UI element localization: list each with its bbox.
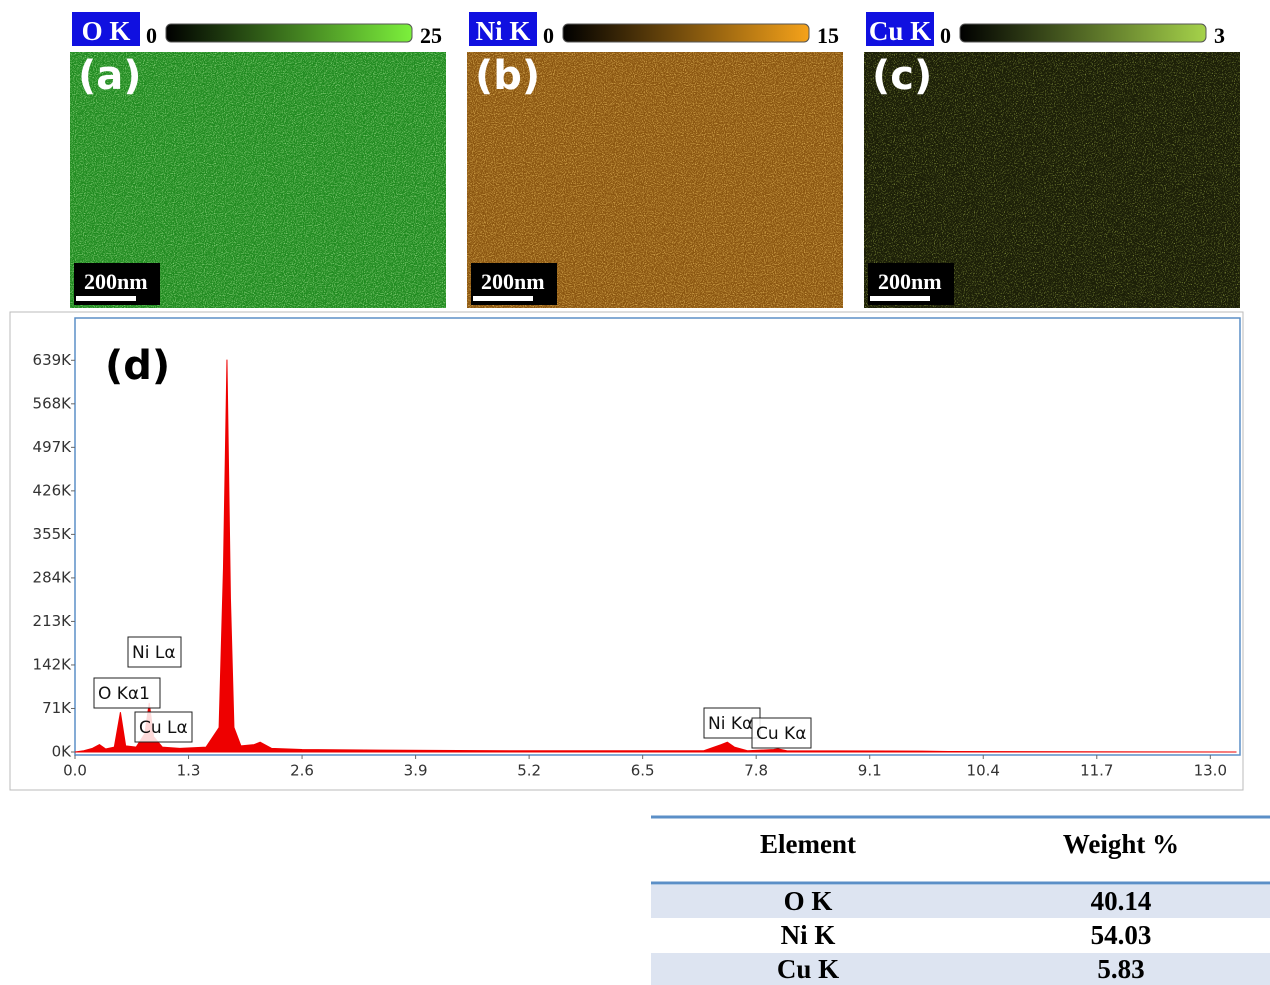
y-tick-label: 284K	[33, 568, 73, 586]
y-tick-label: 568K	[33, 394, 73, 412]
annotation: Ni Kα	[708, 714, 753, 734]
annotation: Cu Kα	[756, 724, 806, 744]
table-cell: 40.14	[1091, 886, 1152, 916]
colorbar-min: 0	[146, 23, 157, 48]
x-tick-label: 5.2	[517, 762, 541, 780]
table-cell: 5.83	[1097, 954, 1144, 984]
y-tick-label: 639K	[33, 351, 73, 369]
colorbar	[960, 24, 1206, 42]
x-tick-label: 2.6	[290, 762, 314, 780]
table-cell: 54.03	[1091, 920, 1152, 950]
table-cell: Cu K	[777, 954, 839, 984]
x-tick-label: 9.1	[858, 762, 882, 780]
x-tick-label: 11.7	[1080, 762, 1113, 780]
y-tick-label: 355K	[33, 525, 73, 543]
y-tick-label: 142K	[33, 655, 73, 673]
figure: (d) O K 0 25 (a) 200nm Ni K 0 15 (b) 200nm Cu K 0 3 (…	[0, 0, 1270, 985]
element-label: Cu K	[869, 16, 931, 46]
canvas: (d) O K 0 25 (a) 200nm Ni K 0 15 (b) 200nm Cu K 0 3 (…	[0, 0, 1270, 985]
colorbar-min: 0	[940, 23, 951, 48]
panel-label: (b)	[475, 53, 540, 99]
plot-frame	[75, 318, 1240, 755]
x-tick-label: 1.3	[177, 762, 201, 780]
chart-title: (d)	[105, 343, 170, 389]
table-cell: O K	[784, 886, 833, 916]
colorbar	[563, 24, 809, 42]
colorbar-max: 25	[420, 23, 442, 48]
table-header: Weight %	[1063, 829, 1179, 859]
y-tick-label: 497K	[33, 438, 73, 456]
panel-label: (a)	[78, 53, 142, 99]
annotation: Cu Lα	[139, 718, 188, 738]
colorbar-max: 15	[817, 23, 839, 48]
scale-bar	[76, 296, 136, 301]
x-tick-label: 7.8	[744, 762, 768, 780]
x-tick-label: 10.4	[967, 762, 1000, 780]
colorbar-min: 0	[543, 23, 554, 48]
x-tick-label: 13.0	[1194, 762, 1227, 780]
table-header: Element	[760, 829, 856, 859]
table-cell: Ni K	[781, 920, 836, 950]
scale-label: 200nm	[481, 269, 545, 294]
table-row-bg	[651, 885, 1270, 918]
scale-label: 200nm	[878, 269, 942, 294]
y-tick-label: 426K	[33, 481, 73, 499]
scale-bar	[870, 296, 930, 301]
x-tick-label: 6.5	[631, 762, 655, 780]
scale-label: 200nm	[84, 269, 148, 294]
y-tick-label: 213K	[33, 612, 73, 630]
colorbar-max: 3	[1214, 23, 1225, 48]
y-tick-label: 0K	[52, 743, 73, 761]
table-row-bg	[651, 953, 1270, 985]
panel-label: (c)	[872, 53, 932, 99]
x-tick-label: 0.0	[63, 762, 87, 780]
element-label: O K	[82, 16, 131, 46]
spectrum	[75, 360, 1237, 752]
annotation: O Kα1	[98, 684, 150, 704]
element-label: Ni K	[476, 16, 531, 46]
x-tick-label: 3.9	[404, 762, 428, 780]
annotation: Ni Lα	[132, 643, 176, 663]
scale-bar	[473, 296, 533, 301]
y-tick-label: 71K	[42, 699, 72, 717]
chart-frame	[10, 312, 1243, 790]
colorbar	[166, 24, 412, 42]
